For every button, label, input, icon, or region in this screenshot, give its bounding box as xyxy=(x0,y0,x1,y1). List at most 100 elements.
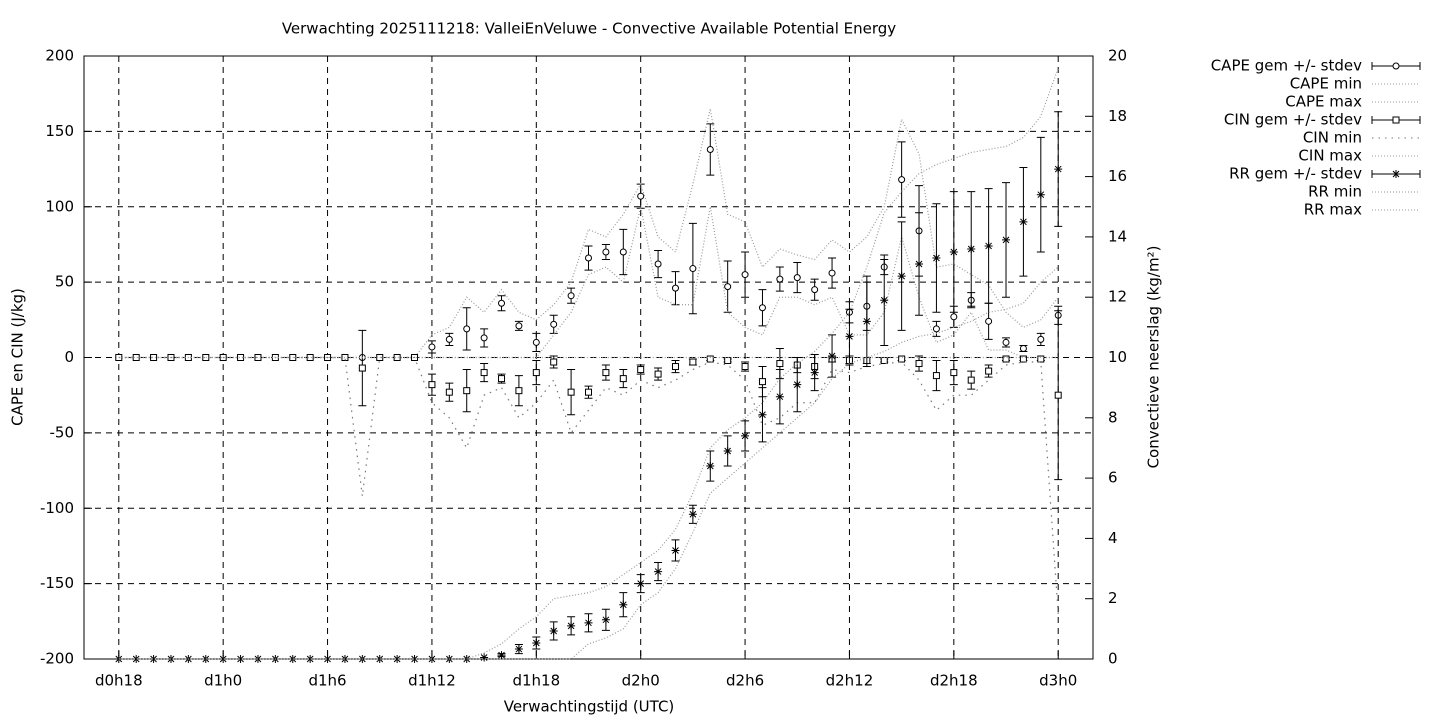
marker xyxy=(602,248,610,256)
marker xyxy=(758,378,766,386)
error-point xyxy=(445,332,454,346)
y-tick-label: -150 xyxy=(40,574,74,592)
error-point xyxy=(149,655,158,663)
marker xyxy=(793,274,801,282)
marker xyxy=(671,546,680,555)
error-point xyxy=(532,636,541,650)
chart-title: Verwachting 2025111218: ValleiEnVeluwe -… xyxy=(282,20,896,38)
marker xyxy=(810,368,819,377)
error-point xyxy=(706,123,715,176)
y2-tick-label: 16 xyxy=(1108,167,1127,185)
marker xyxy=(880,357,888,365)
error-point xyxy=(236,655,245,663)
error-point xyxy=(654,562,663,582)
error-point xyxy=(514,644,523,655)
y2-tick-label: 8 xyxy=(1108,408,1118,426)
error-point xyxy=(288,655,297,663)
marker xyxy=(967,244,976,253)
marker xyxy=(514,645,523,654)
x-tick-label: d1h6 xyxy=(308,672,346,690)
marker xyxy=(932,254,941,263)
marker xyxy=(619,600,628,609)
error-point xyxy=(671,539,680,562)
x-tick-label: d2h12 xyxy=(826,672,874,690)
error-point xyxy=(741,420,750,452)
legend-label: CIN gem +/- stdev xyxy=(1224,111,1362,129)
error-point xyxy=(549,355,558,369)
marker xyxy=(1054,165,1063,174)
marker xyxy=(775,392,784,401)
y2-tick-label: 20 xyxy=(1108,47,1127,65)
error-point xyxy=(567,616,576,636)
x-tick-label: d0h18 xyxy=(95,672,143,690)
marker xyxy=(515,322,523,330)
error-point xyxy=(219,655,228,663)
error-point xyxy=(497,651,506,660)
error-point xyxy=(410,655,419,663)
error-point xyxy=(793,357,802,413)
marker xyxy=(619,375,627,383)
marker xyxy=(1392,116,1400,124)
y-axis-label: CAPE en CIN (J/kg) xyxy=(9,288,27,426)
y2-tick-label: 18 xyxy=(1108,107,1127,125)
legend-label: RR min xyxy=(1308,183,1362,201)
marker xyxy=(689,265,697,273)
marker xyxy=(463,387,471,395)
legend-symbol xyxy=(1371,62,1421,70)
x-tick-label: d1h18 xyxy=(512,672,560,690)
marker xyxy=(984,241,993,250)
error-point xyxy=(358,329,367,407)
error-point xyxy=(601,608,610,631)
error-point xyxy=(254,354,262,361)
error-point xyxy=(341,354,349,361)
marker xyxy=(497,651,506,660)
error-point xyxy=(688,504,697,524)
marker xyxy=(619,248,627,256)
marker xyxy=(1019,355,1027,363)
marker xyxy=(585,254,592,262)
marker xyxy=(236,655,245,663)
legend-label: CAPE gem +/- stdev xyxy=(1211,57,1362,75)
marker xyxy=(1002,235,1011,244)
error-point xyxy=(984,188,993,304)
error-point xyxy=(932,320,941,337)
marker xyxy=(376,354,384,361)
error-point xyxy=(828,334,837,378)
marker xyxy=(166,655,175,663)
x-tick-label: d3h0 xyxy=(1039,672,1077,690)
marker xyxy=(985,317,993,325)
error-point xyxy=(427,340,436,354)
legend-symbol xyxy=(1371,116,1421,124)
x-tick-label: d1h12 xyxy=(408,672,456,690)
error-point xyxy=(601,364,610,381)
error-point xyxy=(897,355,906,363)
error-point xyxy=(132,655,141,663)
error-point xyxy=(567,369,576,416)
error-point xyxy=(532,332,541,352)
error-point xyxy=(1002,337,1011,348)
x-axis-label: Verwachtingstijd (UTC) xyxy=(504,698,675,716)
marker xyxy=(654,260,662,268)
y-tick-label: -200 xyxy=(40,650,74,668)
error-point xyxy=(671,271,680,306)
marker xyxy=(550,320,558,328)
marker xyxy=(149,655,158,663)
error-point xyxy=(1036,332,1045,346)
x-tick-label: d2h0 xyxy=(622,672,660,690)
marker xyxy=(1002,355,1010,363)
marker xyxy=(637,192,645,200)
error-point xyxy=(775,266,784,292)
marker xyxy=(323,655,332,663)
error-point xyxy=(445,382,454,402)
marker xyxy=(845,332,854,341)
marker xyxy=(201,655,210,663)
error-point xyxy=(932,203,941,313)
error-point xyxy=(810,278,819,301)
error-point xyxy=(514,375,523,407)
marker xyxy=(932,372,940,380)
error-point xyxy=(619,369,628,389)
error-point xyxy=(636,574,645,594)
error-point xyxy=(584,245,593,271)
marker xyxy=(480,653,489,662)
marker xyxy=(793,380,802,389)
